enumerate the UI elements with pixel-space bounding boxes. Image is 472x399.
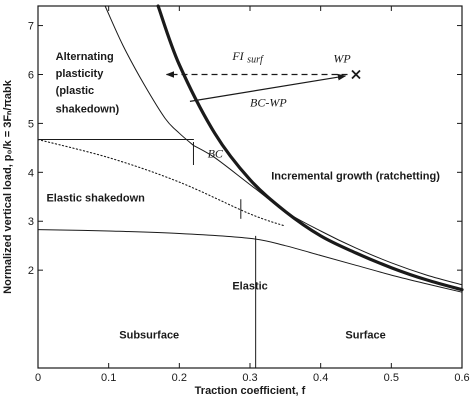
annotation-12: WP xyxy=(333,51,351,65)
x-tick-label: 0.6 xyxy=(454,372,469,384)
x-tick-label: 0.1 xyxy=(101,372,116,384)
y-tick-label: 4 xyxy=(28,167,34,179)
arrow-1 xyxy=(189,73,347,102)
annotation-5: Incremental growth (ratchetting) xyxy=(271,171,440,183)
series-line-1 xyxy=(104,5,194,146)
y-tick-label: 7 xyxy=(28,21,34,33)
y-tick-label: 2 xyxy=(28,265,34,277)
annotation-9: BC xyxy=(208,147,224,161)
annotation-7: Subsurface xyxy=(119,330,179,342)
ticks-layer: 0 0.1 0.2 0.3 0.4 0.5 0.6 2 3 4 5 6 7 xyxy=(28,6,470,384)
x-axis-label: Traction coefficient, f xyxy=(195,385,306,397)
series-line-2 xyxy=(193,144,463,286)
y-tick-label: 6 xyxy=(28,69,34,81)
annotation-3: shakedown) xyxy=(56,104,120,116)
annotation-13: BC-WP xyxy=(250,95,287,109)
annotation-6: Elastic xyxy=(232,281,267,293)
x-tick-label: 0.5 xyxy=(384,372,399,384)
annotation-4: Elastic shakedown xyxy=(46,193,145,205)
annotation-11: surf xyxy=(247,54,264,65)
series-line-4 xyxy=(37,138,286,227)
y-tick-label: 5 xyxy=(28,118,34,130)
x-tick-label: 0.2 xyxy=(172,372,187,384)
wp-marker xyxy=(351,69,361,80)
annotation-1: plasticity xyxy=(56,68,105,80)
x-tick-label: 0.4 xyxy=(313,372,328,384)
annotations-layer: Alternating plasticity (plastic shakedown) E… xyxy=(46,49,440,342)
annotation-2: (plastic xyxy=(56,85,95,97)
curves-layer xyxy=(37,4,464,368)
series-line-0 xyxy=(156,4,464,292)
x-tick-label: 0.3 xyxy=(242,372,257,384)
annotation-8: Surface xyxy=(345,330,385,342)
y-axis-label: Normalized vertical load, p₀/k = 3Fₙ/πab… xyxy=(2,79,14,294)
annotation-0: Alternating xyxy=(56,51,114,63)
annotation-10: FI xyxy=(231,49,244,63)
x-tick-label: 0 xyxy=(35,372,41,384)
series-line-5 xyxy=(37,229,463,293)
y-tick-label: 3 xyxy=(28,216,34,228)
